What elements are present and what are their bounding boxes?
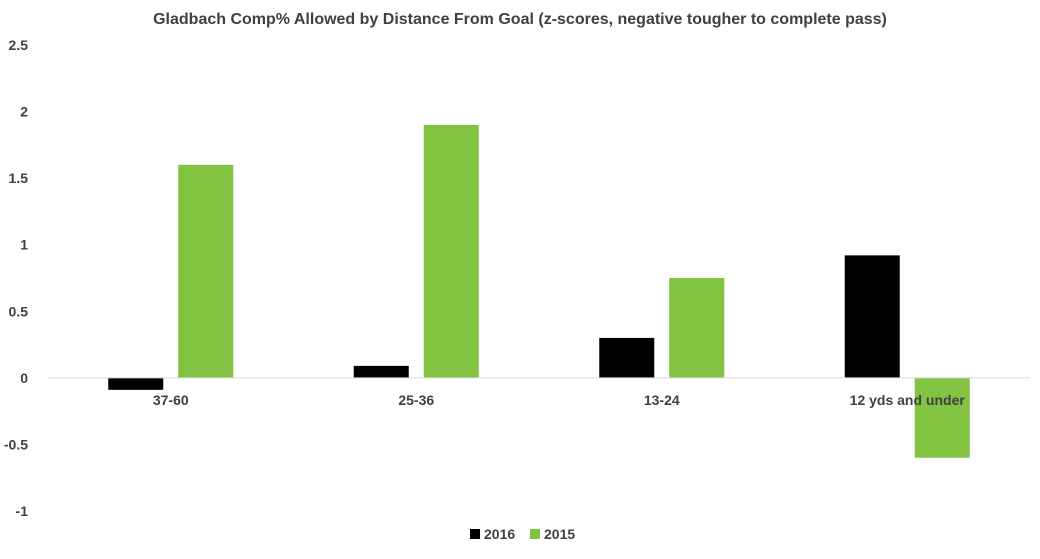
legend-swatch-2015 [530,529,540,539]
x-tick-label: 37-60 [153,392,189,408]
bar-2015-4 [914,377,970,458]
y-tick-label: -0.5 [4,436,28,452]
legend-label-2015: 2015 [544,526,575,542]
y-tick-label: 2 [20,104,28,120]
bar-2016-1 [108,377,164,390]
x-tick-label: 25-36 [398,392,434,408]
bar-2016-2 [353,365,409,378]
x-tick-label: 13-24 [644,392,680,408]
bars [108,124,970,458]
y-axis: 2.5 2 1.5 1 0.5 0 -0.5 -1 [4,37,28,519]
bar-2015-1 [178,164,234,378]
y-tick-label: 1 [20,237,28,253]
bar-2015-2 [423,124,479,378]
bar-2016-4 [844,255,900,378]
x-tick-label: 12 yds and under [850,392,966,408]
y-tick-label: 0.5 [9,303,29,319]
bar-2015-3 [669,278,725,378]
y-tick-label: 0 [20,370,28,386]
y-tick-label: 1.5 [9,170,29,186]
x-axis: 37-60 25-36 13-24 12 yds and under [153,392,966,408]
y-tick-label: -1 [16,503,29,519]
legend-label-2016: 2016 [484,526,515,542]
legend-swatch-2016 [470,529,480,539]
chart-title: Gladbach Comp% Allowed by Distance From … [153,11,887,28]
legend: 2016 2015 [470,526,575,542]
y-tick-label: 2.5 [9,37,29,53]
bar-2016-3 [599,337,655,378]
